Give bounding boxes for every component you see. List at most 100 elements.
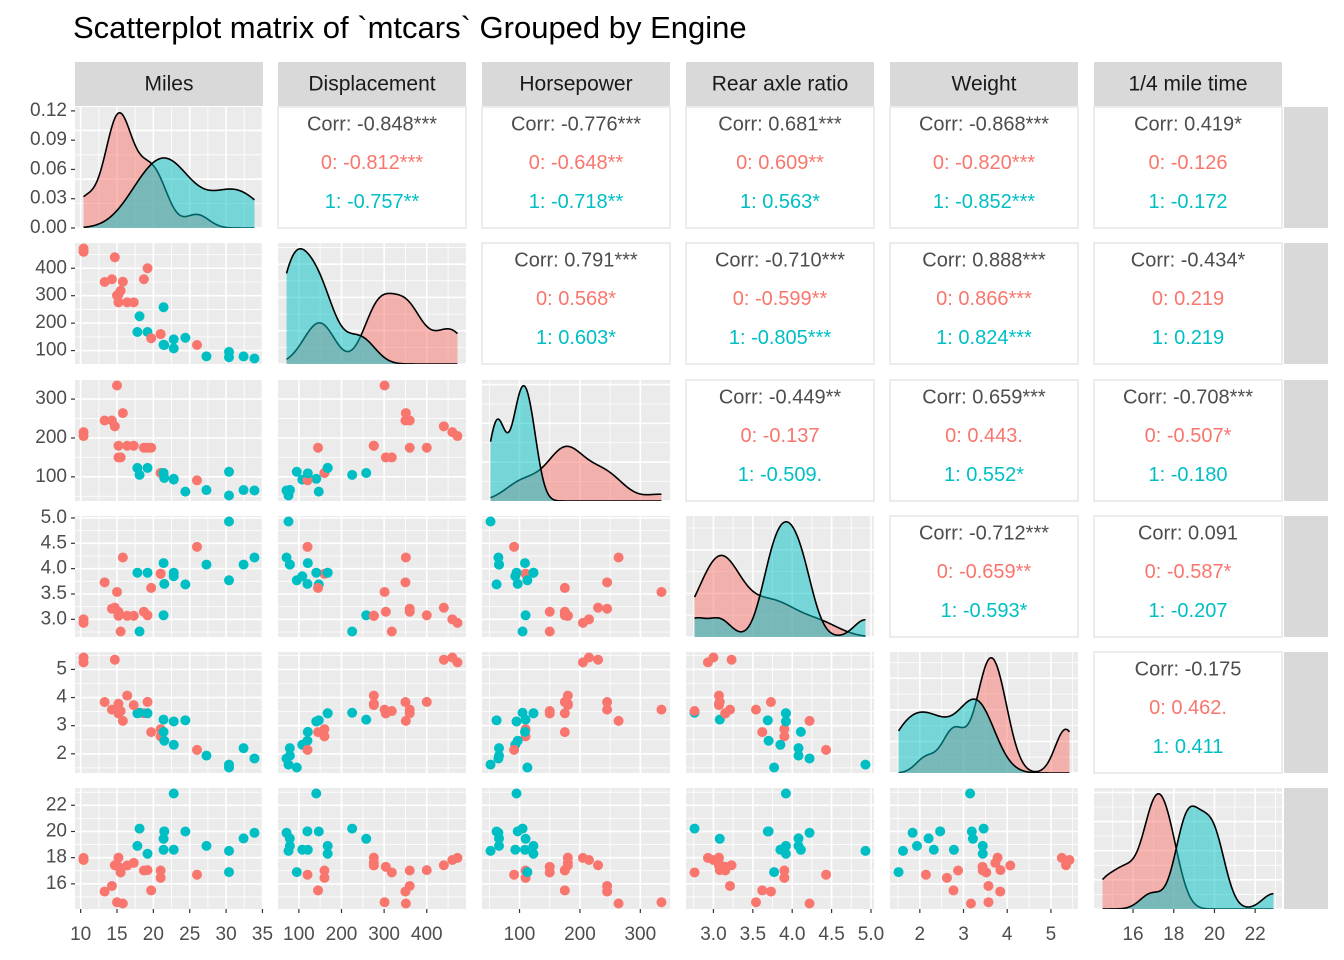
data-point	[249, 827, 260, 838]
x-tick-label: 2	[915, 924, 926, 945]
data-point	[192, 869, 202, 880]
density-area-group-1	[898, 699, 1070, 773]
data-point	[313, 885, 324, 896]
correlation-overall: Corr: -0.710***	[715, 249, 845, 271]
data-point	[322, 840, 333, 851]
x-tick-label: 300	[368, 924, 400, 945]
correlation-overall: Corr: 0.419*	[1134, 113, 1242, 135]
data-point	[78, 246, 89, 257]
data-point	[380, 452, 391, 463]
data-point	[201, 351, 212, 362]
correlation-panel-background	[481, 242, 671, 365]
data-point	[224, 845, 234, 856]
data-point	[821, 744, 832, 755]
y-tick-label: 18	[46, 847, 67, 868]
data-point	[517, 707, 528, 718]
data-point	[313, 486, 324, 497]
data-point	[724, 880, 735, 891]
x-tick-label: 100	[504, 924, 536, 945]
density-line-group-1	[83, 157, 255, 228]
data-point	[520, 610, 531, 621]
data-point	[517, 626, 528, 637]
data-point	[602, 603, 613, 614]
y-tick-label: 4	[56, 687, 67, 708]
data-point	[780, 840, 791, 851]
data-point	[347, 469, 358, 480]
row-strip	[1284, 652, 1328, 773]
y-tick-label: 400	[35, 257, 67, 278]
data-point	[159, 826, 170, 837]
panel-background	[482, 788, 670, 909]
data-point	[155, 329, 166, 340]
panel-4-3	[686, 652, 874, 773]
data-point	[155, 872, 166, 883]
correlation-overall: Corr: -0.712***	[919, 522, 1049, 544]
y-tick-label: 3.5	[41, 583, 67, 604]
data-point	[689, 706, 700, 717]
data-point	[158, 833, 169, 844]
data-point	[201, 750, 212, 761]
data-point	[132, 840, 143, 851]
data-point	[302, 468, 313, 479]
data-point	[438, 421, 449, 432]
x-tick-label: 3.0	[700, 924, 726, 945]
data-point	[78, 652, 89, 663]
data-point	[291, 762, 302, 773]
y-tick-label: 16	[46, 873, 67, 894]
data-point	[368, 440, 379, 451]
data-point	[559, 582, 570, 593]
data-point	[117, 276, 128, 287]
correlation-panel-background	[1093, 379, 1283, 502]
data-point	[522, 762, 533, 773]
density-line-group-1	[694, 520, 866, 637]
data-point	[322, 567, 333, 578]
data-point	[158, 339, 169, 350]
data-point	[115, 626, 126, 637]
data-point	[911, 840, 922, 851]
data-point	[485, 516, 496, 527]
data-point	[313, 826, 324, 837]
data-point	[142, 610, 153, 621]
data-point	[494, 750, 505, 761]
data-point	[512, 826, 523, 837]
data-point	[726, 654, 737, 665]
data-point	[494, 743, 505, 754]
correlation-overall: Corr: 0.681***	[718, 113, 842, 135]
y-tick-label: 3.0	[41, 608, 67, 629]
data-point	[593, 654, 604, 665]
x-tick-label: 20	[143, 924, 164, 945]
correlation-overall: Corr: 0.791***	[514, 249, 638, 271]
data-point	[386, 626, 397, 637]
data-point	[128, 440, 139, 451]
data-point	[613, 898, 624, 909]
data-point	[361, 833, 372, 844]
data-point	[319, 872, 330, 883]
data-point	[562, 852, 573, 863]
panel-background	[75, 652, 263, 773]
data-point	[368, 852, 379, 863]
correlation-group-0: 0: -0.126	[1149, 152, 1228, 174]
data-point	[779, 872, 790, 883]
panel-0-5: Corr: 0.419* 0: -0.126 1: -0.172	[1093, 106, 1283, 229]
data-point	[158, 844, 169, 855]
density-area-group-1	[83, 157, 255, 228]
data-point	[519, 844, 530, 855]
data-point	[106, 880, 117, 891]
data-point	[780, 708, 791, 719]
data-point	[522, 575, 533, 586]
panel-2-4: Corr: 0.659*** 0: 0.443. 1: 0.552*	[889, 379, 1079, 502]
data-point	[302, 844, 313, 855]
data-point	[757, 727, 768, 738]
data-point	[142, 462, 153, 473]
data-point	[311, 567, 322, 578]
x-tick-label: 10	[70, 924, 91, 945]
data-point	[992, 852, 1003, 863]
data-point	[283, 516, 294, 527]
data-point	[400, 552, 411, 563]
density-area-group-1	[286, 248, 458, 364]
data-point	[780, 716, 791, 727]
data-point	[128, 857, 139, 868]
panel-3-5: Corr: 0.091 0: -0.587* 1: -0.207	[1093, 515, 1283, 638]
data-point	[860, 845, 871, 856]
data-point	[146, 442, 157, 453]
